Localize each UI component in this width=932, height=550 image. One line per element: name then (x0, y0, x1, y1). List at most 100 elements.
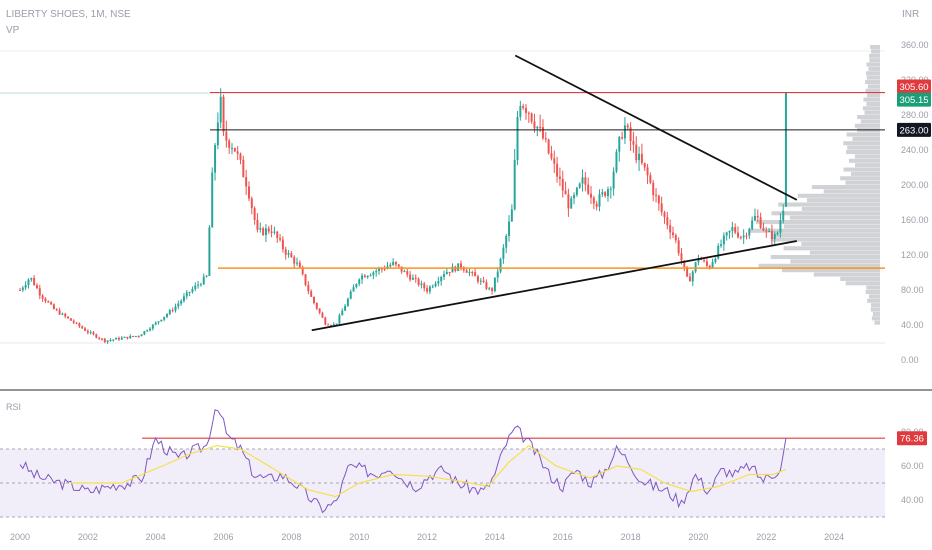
candle-body (606, 189, 609, 197)
candle-body (134, 335, 137, 337)
candle-body (516, 116, 519, 160)
candle-body (471, 272, 474, 274)
candle-body (782, 210, 785, 221)
candle-body (284, 249, 287, 255)
candle-body (564, 190, 567, 195)
candle-body (409, 274, 412, 280)
candle-body (533, 121, 536, 129)
candle-body (27, 279, 30, 285)
price-tag-263-bg (897, 122, 931, 137)
candle-body (663, 212, 666, 218)
volume-profile-bar (855, 163, 880, 168)
volume-profile-bar (790, 259, 880, 264)
volume-profile-bar (748, 228, 880, 233)
candle-body (485, 282, 488, 289)
candle-body (539, 126, 542, 128)
volume-profile-bar (801, 241, 880, 246)
candle-body (324, 317, 327, 325)
currency-label: INR (902, 9, 920, 20)
candle-body (191, 288, 194, 293)
candle-body (327, 324, 330, 326)
candle-body (33, 277, 36, 286)
candle-body (84, 328, 87, 331)
volume-profile-bar (866, 62, 880, 67)
volume-profile-bar (866, 93, 880, 98)
candle-body (363, 275, 366, 278)
candle-body (318, 308, 321, 313)
candle-body (522, 106, 525, 108)
candle-body (216, 122, 219, 146)
volume-profile-bar (848, 158, 880, 163)
axes: 360.00320.00280.00240.00200.00160.00120.… (10, 40, 929, 542)
candle-body (737, 232, 739, 238)
candle-body (185, 292, 188, 297)
rsi-tick-label: 60.00 (901, 461, 924, 471)
drawn-lines (0, 54, 885, 332)
candle-body (117, 337, 120, 340)
candle-body (697, 258, 700, 263)
candle-body (465, 270, 468, 273)
candle-body (493, 277, 496, 292)
time-tick-label: 2000 (10, 532, 30, 542)
candle-body (352, 287, 355, 292)
candle-body (312, 296, 315, 303)
candle-body (558, 176, 561, 179)
time-tick-label: 2012 (417, 532, 437, 542)
candle-body (180, 300, 183, 304)
candle-body (397, 264, 400, 267)
candle-body (632, 141, 635, 145)
candle-body (640, 153, 643, 163)
candles (19, 88, 787, 345)
volume-profile-bar (758, 263, 880, 268)
rsi-title: RSI (6, 402, 21, 412)
price-tick-label: 80.00 (901, 285, 924, 295)
candle-body (394, 261, 397, 265)
candle-body (106, 340, 109, 343)
candle-body (762, 227, 765, 231)
candle-body (584, 177, 587, 185)
volume-profile (748, 45, 880, 325)
volume-profile-bar (866, 75, 880, 80)
candle-body (688, 276, 691, 282)
candle-body (745, 235, 748, 237)
trendline-ascending (311, 240, 797, 332)
volume-profile-bar (871, 303, 880, 308)
gridlines (0, 50, 932, 391)
candle-body (245, 177, 248, 187)
candle-body (338, 315, 341, 324)
candle-body (349, 291, 352, 299)
candle-body (623, 125, 626, 139)
volume-profile-bar (797, 193, 880, 198)
candle-body (482, 280, 485, 283)
candle-body (95, 334, 98, 338)
time-tick-label: 2018 (621, 532, 641, 542)
candle-body (293, 257, 296, 264)
volume-profile-bar (781, 268, 880, 273)
candle-body (264, 228, 267, 236)
candle-body (137, 335, 140, 337)
candle-body (476, 276, 479, 282)
candle-body (222, 96, 225, 132)
candle-body (61, 313, 64, 315)
candle-body (725, 232, 728, 236)
candle-body (225, 131, 228, 141)
volume-profile-bar (845, 180, 880, 185)
candle-body (115, 337, 118, 340)
candle-body (233, 147, 236, 152)
candle-body (250, 198, 253, 209)
candle-body (199, 284, 202, 286)
candle-body (279, 238, 282, 240)
candle-body (505, 235, 508, 248)
candle-body (488, 288, 491, 290)
candle-body (652, 182, 655, 196)
candle-body (344, 305, 347, 311)
candle-body (674, 235, 677, 241)
candle-body (383, 268, 386, 270)
volume-profile-bar (778, 202, 880, 207)
candle-body (592, 197, 595, 204)
candle-body (267, 228, 270, 232)
candle-body (103, 338, 106, 343)
candle-body (553, 158, 556, 164)
time-tick-label: 2016 (553, 532, 573, 542)
